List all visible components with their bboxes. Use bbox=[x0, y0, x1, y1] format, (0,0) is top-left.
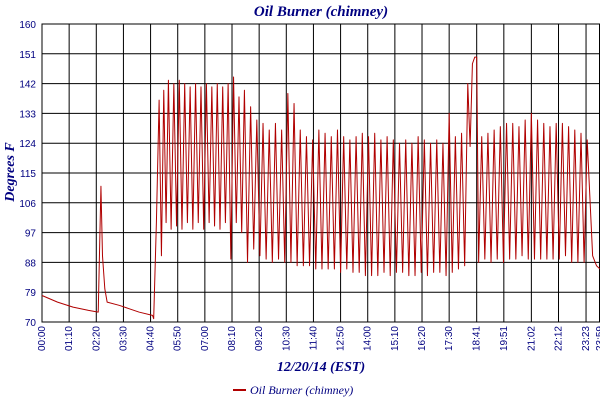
y-tick-label: 106 bbox=[19, 199, 36, 210]
series-line bbox=[41, 56, 600, 320]
x-tick-label: 09:20 bbox=[254, 326, 265, 351]
x-tick-label: 22:12 bbox=[554, 326, 565, 351]
x-tick-label: 04:40 bbox=[146, 326, 157, 351]
x-tick-label: 08:10 bbox=[227, 326, 238, 351]
x-tick-label: 23:59 bbox=[595, 326, 600, 351]
chart-title: Oil Burner (chimney) bbox=[254, 4, 388, 20]
x-tick-label: 03:30 bbox=[118, 326, 129, 351]
legend-label: Oil Burner (chimney) bbox=[250, 383, 353, 397]
x-tick-label: 21:02 bbox=[526, 326, 537, 351]
x-tick-label: 23:23 bbox=[581, 326, 592, 351]
x-tick-label: 05:50 bbox=[173, 326, 184, 351]
x-tick-label: 10:30 bbox=[281, 326, 292, 351]
y-tick-label: 160 bbox=[19, 20, 36, 31]
x-tick-label: 07:00 bbox=[200, 326, 211, 351]
x-tick-label: 16:20 bbox=[417, 326, 428, 351]
y-tick-label: 133 bbox=[19, 109, 36, 120]
y-tick-label: 142 bbox=[19, 80, 36, 91]
y-tick-label: 124 bbox=[19, 139, 36, 150]
x-tick-label: 12:50 bbox=[336, 326, 347, 351]
y-tick-label: 70 bbox=[25, 318, 37, 329]
y-tick-label: 97 bbox=[25, 229, 37, 240]
x-tick-label: 17:30 bbox=[444, 326, 455, 351]
x-tick-label: 14:00 bbox=[363, 326, 374, 351]
y-tick-label: 115 bbox=[20, 169, 36, 180]
x-tick-label: 19:51 bbox=[499, 326, 510, 351]
x-tick-label: 02:20 bbox=[91, 326, 102, 351]
x-tick-label: 01:10 bbox=[64, 326, 75, 351]
y-axis-label: Degrees F bbox=[3, 142, 18, 203]
x-tick-label: 18:41 bbox=[472, 326, 483, 351]
x-tick-label: 11:40 bbox=[308, 326, 319, 351]
x-tick-label: 00:00 bbox=[37, 326, 48, 351]
y-tick-label: 151 bbox=[19, 50, 36, 61]
x-tick-label: 15:10 bbox=[390, 326, 401, 351]
x-axis-label: 12/20/14 (EST) bbox=[277, 360, 365, 375]
y-tick-label: 88 bbox=[25, 258, 37, 269]
y-tick-label: 79 bbox=[25, 288, 37, 299]
plot-area: 70 79 88 97 106 115 124 133 142 151 160 00:00 01:10 0… bbox=[19, 20, 600, 351]
legend: Oil Burner (chimney) bbox=[233, 383, 353, 397]
